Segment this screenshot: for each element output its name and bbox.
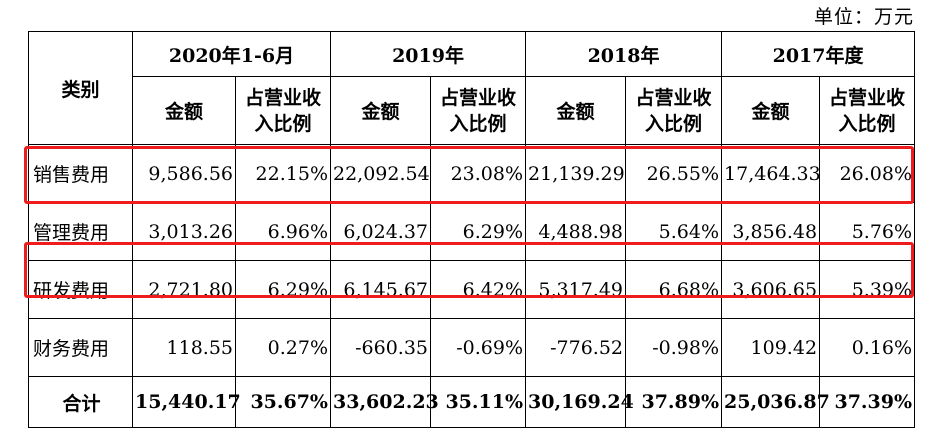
ratio-cell: 6.96% [235, 202, 331, 261]
amount-cell: 2,721.80 [132, 260, 236, 319]
amount-header: 金额 [525, 76, 627, 145]
ratio-cell: -0.98% [625, 318, 723, 377]
ratio-cell: 0.27% [235, 318, 331, 377]
ratio-cell: 6.29% [235, 260, 331, 319]
amount-cell: -776.52 [525, 318, 627, 377]
amount-cell: 6,145.67 [330, 260, 431, 319]
amount-header: 金额 [330, 76, 431, 145]
table-row: 管理费用 3,013.26 6.96% 6,024.37 6.29% 4,488… [28, 202, 916, 261]
row-category: 销售费用 [28, 144, 133, 203]
amount-header: 金额 [132, 76, 236, 145]
amount-cell: -660.35 [330, 318, 431, 377]
amount-cell: 17,464.33 [721, 144, 821, 203]
ratio-header: 占营业收 入比例 [819, 76, 916, 145]
ratio-cell: 22.15% [235, 144, 331, 203]
amount-cell: 5,317.49 [525, 260, 627, 319]
category-header: 类别 [28, 31, 133, 145]
amount-cell: 3,856.48 [721, 202, 821, 261]
period-header: 2019年 [329, 31, 527, 77]
amount-cell: 25,036.87 [721, 376, 830, 428]
period-header: 2018年 [525, 31, 723, 77]
amount-cell: 3,606.65 [721, 260, 821, 319]
period-header: 2017年度 [721, 31, 916, 77]
ratio-cell: 23.08% [429, 144, 527, 203]
ratio-cell: 6.29% [429, 202, 527, 261]
amount-cell: 118.55 [132, 318, 236, 377]
total-row: 合计 15,440.17 35.67% 33,602.23 35.11% 30,… [28, 376, 916, 428]
amount-header: 金额 [721, 76, 821, 145]
amount-cell: 109.42 [721, 318, 821, 377]
ratio-cell: 0.16% [819, 318, 916, 377]
ratio-cell: 26.55% [625, 144, 723, 203]
table-row: 财务费用 118.55 0.27% -660.35 -0.69% -776.52… [28, 318, 916, 377]
ratio-cell: 37.89% [625, 376, 723, 428]
table-row: 销售费用 9,586.56 22.15% 22,092.54 23.08% 21… [28, 144, 916, 203]
amount-cell: 6,024.37 [330, 202, 431, 261]
amount-cell: 9,586.56 [132, 144, 236, 203]
ratio-header: 占营业收 入比例 [429, 76, 527, 145]
ratio-cell: 6.42% [429, 260, 527, 319]
period-header: 2020年1-6月 [132, 31, 331, 77]
table-row: 研发费用 2,721.80 6.29% 6,145.67 6.42% 5,317… [28, 260, 916, 319]
ratio-cell: 37.39% [819, 376, 916, 428]
amount-cell: 22,092.54 [330, 144, 431, 203]
amount-cell: 21,139.29 [525, 144, 627, 203]
header-row-columns: 金额 占营业收 入比例 金额 占营业收 入比例 金额 占营业收 入比例 金额 占营业收… [29, 76, 916, 145]
ratio-cell: 35.67% [235, 376, 331, 428]
amount-cell: 15,440.17 [132, 376, 241, 428]
ratio-cell: 5.39% [819, 260, 916, 319]
ratio-cell: 6.68% [625, 260, 723, 319]
ratio-header: 占营业收 入比例 [235, 76, 331, 145]
row-category: 研发费用 [28, 260, 133, 319]
amount-cell: 33,602.23 [330, 376, 439, 428]
row-category: 财务费用 [28, 318, 133, 377]
ratio-cell: 35.11% [429, 376, 527, 428]
ratio-cell: -0.69% [429, 318, 527, 377]
ratio-cell: 26.08% [819, 144, 916, 203]
amount-cell: 3,013.26 [132, 202, 236, 261]
ratio-header: 占营业收 入比例 [625, 76, 723, 145]
ratio-cell: 5.64% [625, 202, 723, 261]
unit-label: 单位：万元 [813, 6, 914, 28]
row-category: 管理费用 [28, 202, 133, 261]
amount-cell: 30,169.24 [525, 376, 634, 428]
row-category: 合计 [28, 376, 133, 428]
ratio-cell: 5.76% [819, 202, 916, 261]
amount-cell: 4,488.98 [525, 202, 627, 261]
expense-table: 类别 2020年1-6月 2019年 2018年 2017年度 金额 占营业收入… [28, 31, 916, 428]
header-row-periods: 类别 2020年1-6月 2019年 2018年 2017年度 [28, 31, 916, 145]
